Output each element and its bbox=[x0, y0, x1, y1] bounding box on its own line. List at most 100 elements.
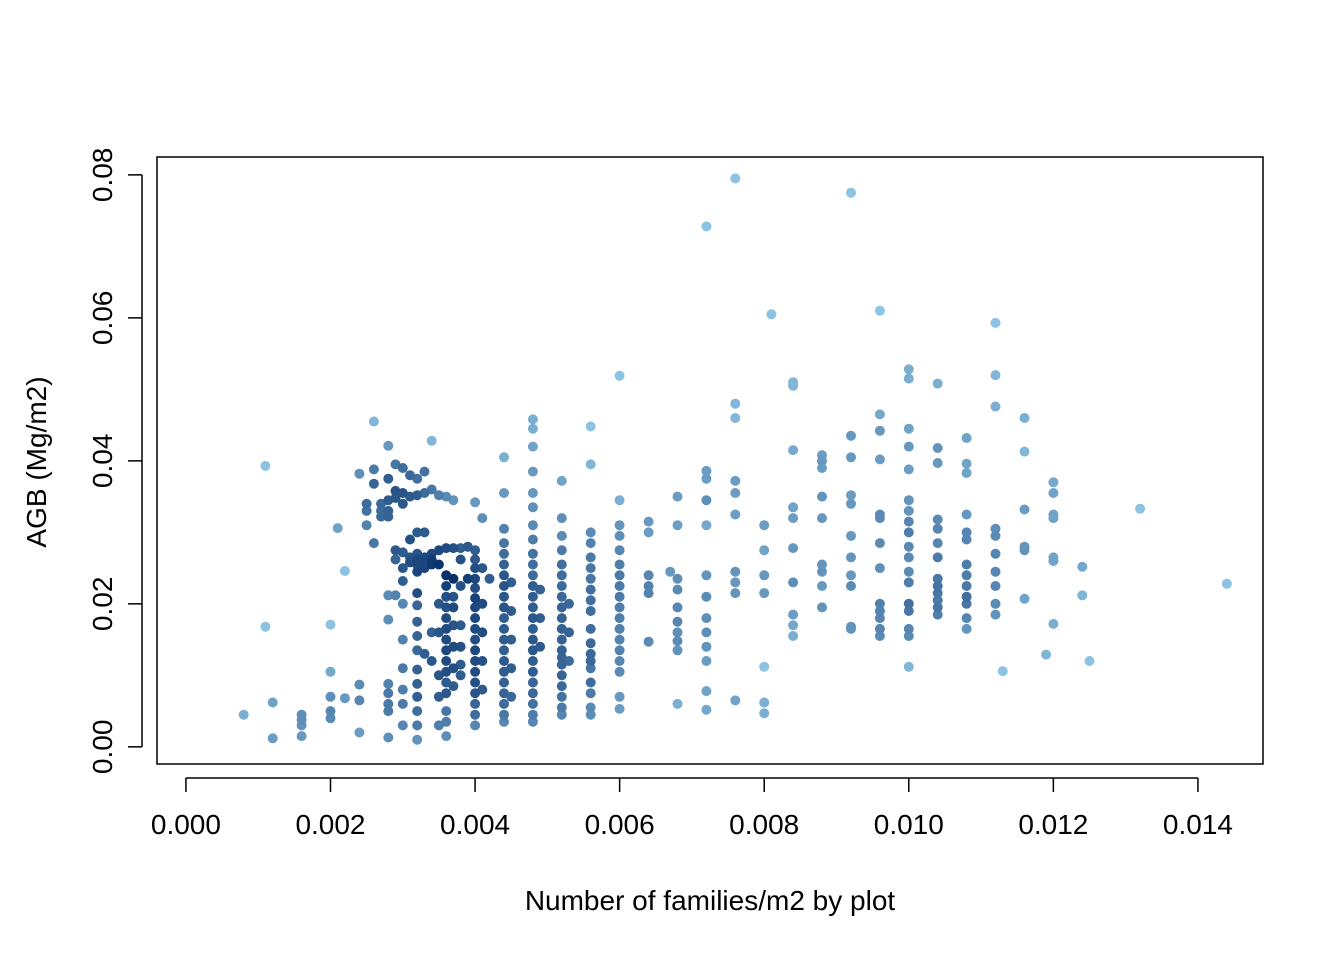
data-point bbox=[730, 577, 741, 588]
data-point bbox=[903, 577, 914, 588]
data-point bbox=[506, 634, 517, 645]
data-point bbox=[383, 706, 394, 717]
data-point bbox=[903, 566, 914, 577]
data-point bbox=[846, 530, 856, 541]
data-point bbox=[470, 688, 481, 699]
data-point bbox=[903, 495, 914, 506]
data-point bbox=[614, 591, 625, 602]
data-point bbox=[556, 545, 567, 556]
data-point bbox=[585, 584, 596, 595]
data-point bbox=[412, 706, 423, 717]
data-point bbox=[556, 559, 567, 570]
data-point bbox=[614, 602, 625, 613]
data-point bbox=[470, 709, 481, 720]
data-point bbox=[354, 727, 365, 738]
data-point bbox=[470, 593, 481, 604]
data-point bbox=[990, 598, 1001, 609]
data-point bbox=[788, 380, 799, 391]
data-point bbox=[556, 702, 567, 713]
data-point bbox=[470, 554, 481, 565]
data-point bbox=[368, 478, 379, 489]
data-point bbox=[874, 613, 885, 624]
data-point bbox=[448, 591, 459, 602]
data-point bbox=[405, 534, 415, 545]
data-point bbox=[932, 581, 943, 591]
data-point bbox=[614, 530, 625, 541]
data-point bbox=[267, 697, 278, 708]
data-point bbox=[441, 613, 452, 624]
data-point bbox=[296, 731, 307, 742]
data-point bbox=[527, 645, 538, 656]
data-point bbox=[556, 645, 567, 656]
data-point bbox=[643, 636, 654, 647]
data-point bbox=[441, 731, 452, 742]
data-point bbox=[997, 666, 1008, 677]
data-point bbox=[556, 591, 567, 602]
data-point bbox=[499, 452, 509, 463]
data-point bbox=[990, 530, 1001, 541]
data-point bbox=[903, 423, 914, 434]
data-point bbox=[499, 623, 509, 634]
data-point bbox=[412, 720, 423, 731]
data-point bbox=[643, 516, 654, 527]
x-tick-label: 0.012 bbox=[1018, 809, 1088, 840]
data-point bbox=[499, 613, 509, 624]
data-point bbox=[990, 548, 1001, 559]
data-point bbox=[499, 591, 509, 602]
data-point bbox=[238, 709, 249, 720]
data-point bbox=[585, 663, 596, 674]
data-point bbox=[874, 606, 885, 616]
data-point bbox=[759, 570, 770, 581]
data-point bbox=[961, 581, 972, 591]
data-point bbox=[990, 609, 1001, 620]
data-point bbox=[499, 677, 509, 688]
data-point bbox=[903, 541, 914, 552]
data-point bbox=[903, 464, 914, 475]
data-point bbox=[672, 584, 683, 595]
data-point bbox=[470, 602, 481, 613]
data-point bbox=[419, 648, 430, 659]
data-point bbox=[462, 541, 473, 552]
data-point bbox=[846, 452, 856, 463]
data-point bbox=[368, 416, 379, 427]
data-point bbox=[361, 498, 372, 509]
data-point bbox=[470, 666, 481, 677]
data-point bbox=[527, 559, 538, 570]
data-point bbox=[817, 491, 827, 502]
data-point bbox=[477, 656, 488, 666]
data-point bbox=[376, 511, 387, 522]
data-point bbox=[846, 552, 856, 563]
x-tick-label: 0.006 bbox=[585, 809, 655, 840]
data-point bbox=[1048, 618, 1059, 629]
data-point bbox=[932, 538, 943, 549]
data-point bbox=[527, 677, 538, 688]
data-point bbox=[672, 698, 683, 709]
data-point bbox=[527, 709, 538, 720]
y-tick-label: 0.00 bbox=[87, 720, 118, 775]
data-point bbox=[643, 570, 654, 581]
data-point bbox=[701, 686, 712, 697]
data-point bbox=[499, 698, 509, 709]
data-point bbox=[585, 606, 596, 616]
data-point bbox=[325, 691, 336, 702]
data-point bbox=[499, 709, 509, 720]
data-point bbox=[470, 677, 481, 688]
data-point bbox=[585, 527, 596, 538]
data-point bbox=[470, 645, 481, 656]
data-point bbox=[556, 659, 567, 670]
data-point bbox=[325, 706, 336, 717]
data-point bbox=[426, 559, 437, 570]
data-point bbox=[730, 588, 741, 599]
data-point bbox=[462, 573, 473, 584]
data-point bbox=[730, 509, 741, 520]
data-point bbox=[527, 570, 538, 581]
data-point bbox=[730, 173, 741, 184]
data-point bbox=[325, 666, 336, 677]
y-tick-label: 0.02 bbox=[87, 577, 118, 632]
data-point bbox=[412, 691, 423, 702]
data-point bbox=[961, 509, 972, 520]
data-point bbox=[527, 716, 538, 727]
data-point bbox=[455, 620, 466, 631]
data-point bbox=[672, 520, 683, 531]
